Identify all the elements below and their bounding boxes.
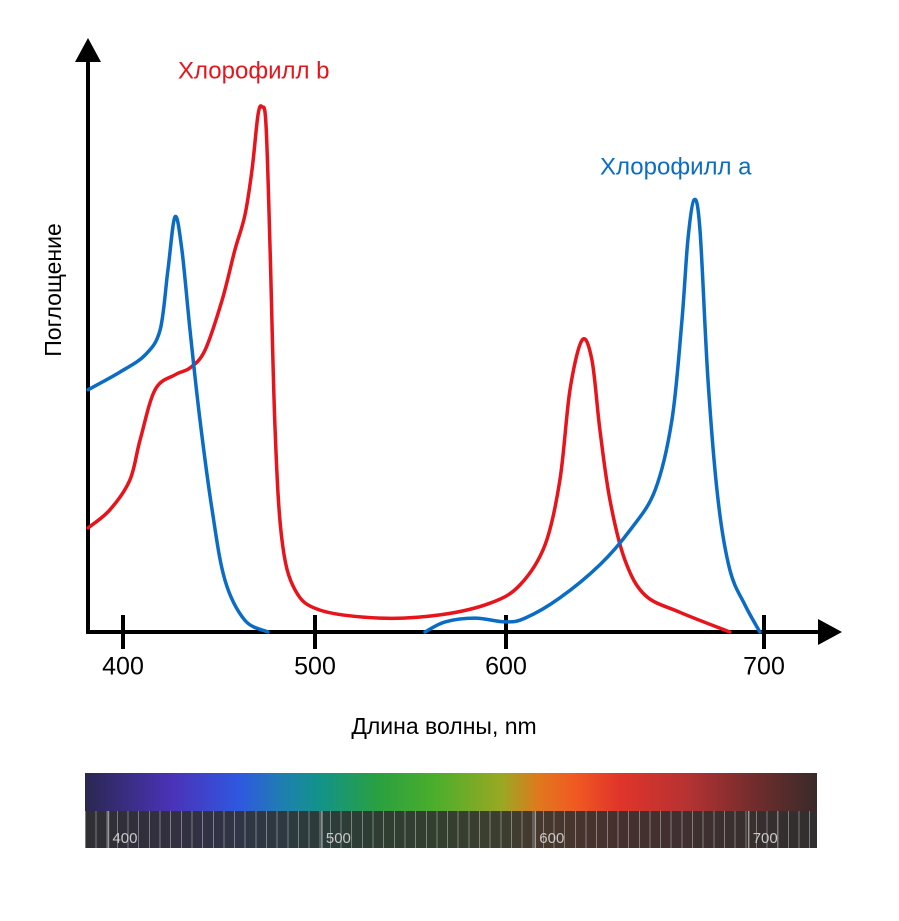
- spectrum-tick-label: 700: [753, 830, 778, 847]
- spectrum-scale: [85, 811, 817, 848]
- spectrum-tick-label: 500: [326, 830, 351, 847]
- x-tick-label: 500: [294, 653, 336, 681]
- legend-label: Хлорофилл a: [600, 153, 752, 180]
- x-tick-label: 600: [485, 653, 527, 681]
- x-axis-title: Длина волны, nm: [351, 713, 536, 739]
- y-axis-title: Поглощение: [40, 223, 66, 356]
- x-tick-label: 700: [743, 653, 785, 681]
- legend-label: Хлорофилл b: [178, 57, 330, 84]
- line-series: [86, 104, 732, 634]
- x-tick-label: 400: [102, 653, 144, 681]
- line-series: [86, 197, 762, 634]
- x-axis-arrow: [818, 619, 842, 645]
- spectrum-bar: 400 500 600 700: [85, 773, 817, 848]
- y-axis-arrow: [75, 38, 101, 62]
- spectrum-scale-svg: 400 500 600 700: [107, 811, 778, 848]
- spectrum-tick-label: 600: [539, 830, 564, 847]
- spectrum-tick-label: 400: [112, 830, 137, 847]
